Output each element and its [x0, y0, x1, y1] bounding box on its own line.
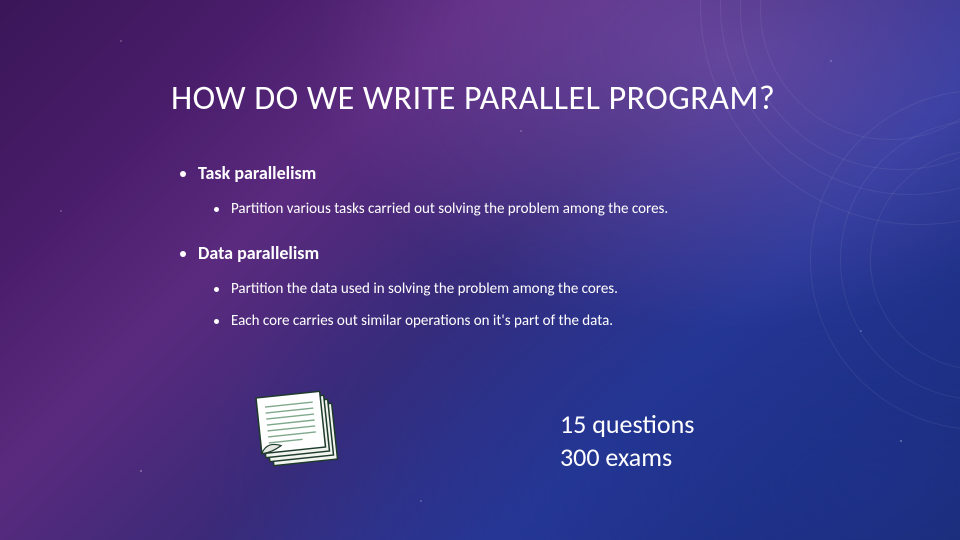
- stats-line-1: 15 questions: [560, 408, 694, 441]
- bullet-icon: [180, 171, 186, 177]
- list-item-text: Partition various tasks carried out solv…: [231, 200, 668, 218]
- list-item: Each core carries out similar operations…: [214, 312, 880, 330]
- section-task-parallelism: Task parallelism Partition various tasks…: [180, 162, 880, 218]
- list-item: Partition the data used in solving the p…: [214, 280, 880, 298]
- bullet-icon: [214, 207, 219, 212]
- slide-title: HOW DO WE WRITE PARALLEL PROGRAM?: [171, 78, 775, 119]
- decorative-arc: [870, 150, 960, 370]
- decorative-arc: [760, 0, 960, 140]
- section-heading: Task parallelism: [198, 162, 316, 184]
- paper-stack-icon: [234, 388, 354, 484]
- slide-body: Task parallelism Partition various tasks…: [180, 162, 880, 354]
- section-heading: Data parallelism: [198, 242, 319, 264]
- bullet-icon: [214, 287, 219, 292]
- bullet-icon: [214, 319, 219, 324]
- list-item-text: Partition the data used in solving the p…: [231, 280, 618, 298]
- stats-block: 15 questions 300 exams: [560, 408, 694, 473]
- section-data-parallelism: Data parallelism Partition the data used…: [180, 242, 880, 330]
- list-item-text: Each core carries out similar operations…: [231, 312, 613, 330]
- stats-line-2: 300 exams: [560, 441, 694, 474]
- list-item: Partition various tasks carried out solv…: [214, 200, 880, 218]
- bullet-icon: [180, 251, 186, 257]
